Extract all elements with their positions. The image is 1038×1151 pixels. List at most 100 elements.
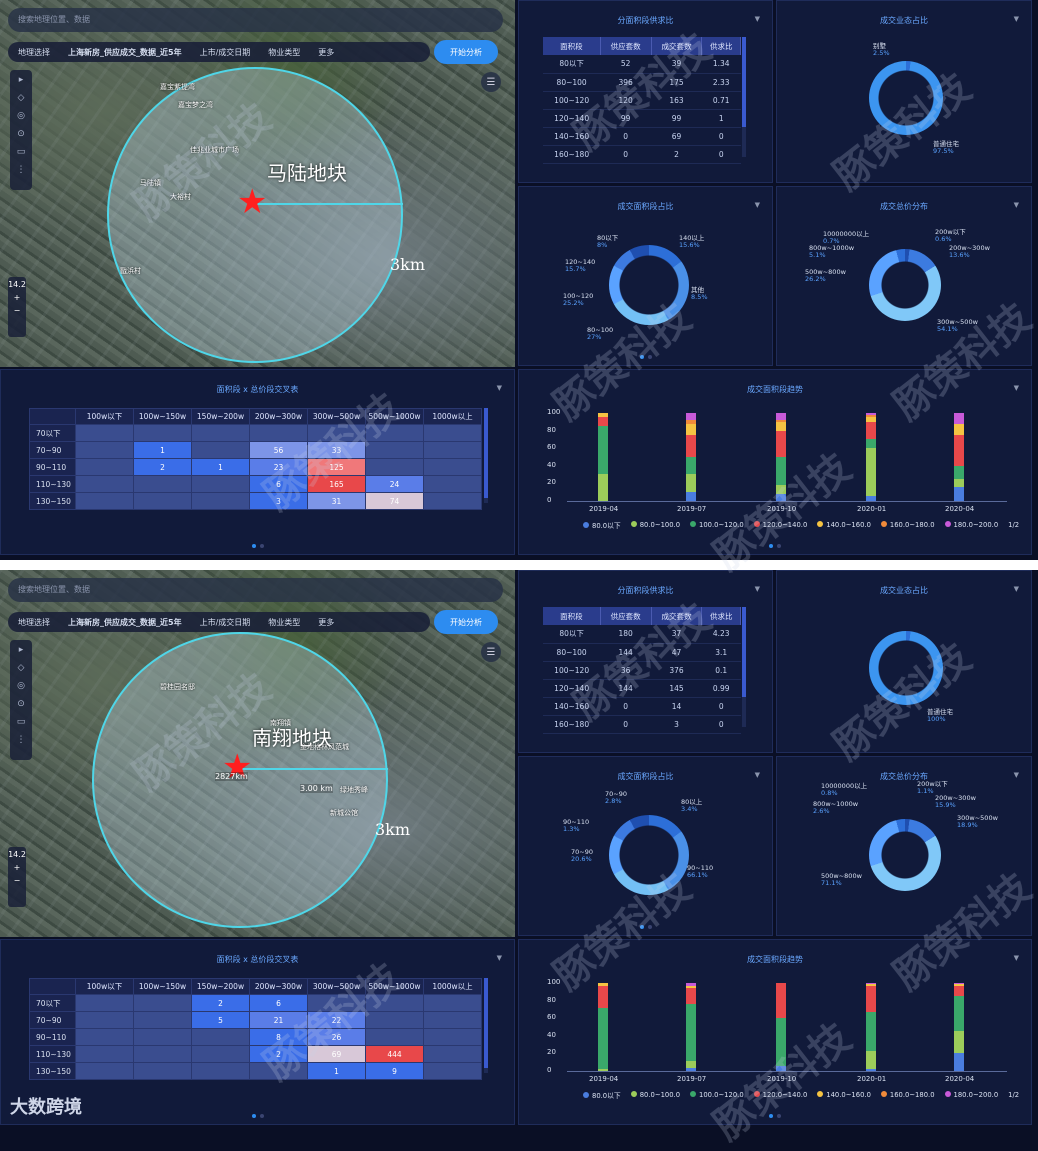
pager-dot[interactable] — [777, 1114, 781, 1118]
map-view[interactable]: 搜索地理位置、数据 地理选择 上海新房_供应成交_数据_近5年 上市/成交日期 物业类型… — [0, 0, 515, 367]
table-cell[interactable] — [423, 1011, 482, 1029]
legend-item[interactable]: 180.0~200.0 — [944, 1091, 998, 1099]
table-cell[interactable]: 24 — [365, 475, 424, 493]
table-header[interactable]: 供应套数 — [600, 37, 652, 55]
legend-item[interactable]: 120.0~140.0 — [753, 521, 807, 529]
table-cell[interactable]: 31 — [307, 492, 366, 510]
pager-dots[interactable] — [769, 544, 781, 548]
table-cell[interactable]: 1 — [191, 458, 250, 476]
toolbar-item[interactable]: 物业类型 — [268, 617, 301, 627]
zoom-out-icon[interactable]: − — [13, 876, 21, 885]
table-cell[interactable]: 125 — [307, 458, 366, 476]
pager-dot[interactable] — [639, 925, 644, 929]
column-header[interactable]: 500w~1000w — [365, 408, 424, 425]
table-cell[interactable]: 56 — [249, 441, 308, 459]
table-cell[interactable] — [75, 1062, 134, 1080]
table-cell[interactable] — [191, 1045, 250, 1063]
table-scrollbar[interactable] — [742, 607, 746, 727]
table-cell[interactable] — [133, 1011, 192, 1029]
table-cell[interactable] — [423, 492, 482, 510]
column-header[interactable]: 150w~200w — [191, 978, 250, 995]
legend-item[interactable]: 80.0以下 — [583, 1090, 621, 1100]
pager-dot[interactable] — [259, 544, 264, 548]
table-cell[interactable] — [307, 424, 366, 442]
table-cell[interactable] — [133, 1045, 192, 1063]
map-tool-icon[interactable]: ◎ — [17, 111, 25, 121]
panel-menu-icon[interactable]: ▼ — [754, 201, 760, 209]
table-cell[interactable]: 33 — [307, 441, 366, 459]
table-cell[interactable] — [191, 1062, 250, 1080]
table-cell[interactable] — [423, 458, 482, 476]
table-cell[interactable] — [75, 1045, 134, 1063]
zoom-out-icon[interactable]: − — [13, 306, 21, 315]
column-header[interactable]: 100w以下 — [75, 978, 134, 995]
table-cell[interactable] — [365, 458, 424, 476]
layers-icon[interactable]: ☰ — [481, 72, 501, 92]
table-cell[interactable] — [423, 1062, 482, 1080]
column-header[interactable]: 500w~1000w — [365, 978, 424, 995]
legend-pager[interactable]: 1/2 — [1008, 1091, 1020, 1099]
table-cell[interactable]: 2 — [191, 994, 250, 1012]
table-cell[interactable] — [423, 994, 482, 1012]
search-input[interactable]: 搜索地理位置、数据 — [8, 8, 503, 32]
table-cell[interactable] — [133, 475, 192, 493]
table-cell[interactable]: 26 — [307, 1028, 366, 1046]
table-header[interactable]: 面积段 — [543, 37, 601, 55]
table-cell[interactable]: 9 — [365, 1062, 424, 1080]
toolbar-item[interactable]: 更多 — [318, 617, 335, 627]
pager-dots[interactable] — [639, 925, 652, 929]
table-cell[interactable] — [423, 441, 482, 459]
legend-item[interactable]: 100.0~120.0 — [690, 1091, 744, 1099]
table-cell[interactable]: 5 — [191, 1011, 250, 1029]
table-cell[interactable] — [75, 1011, 134, 1029]
column-header[interactable]: 300w~500w — [307, 978, 366, 995]
legend-item[interactable]: 80.0以下 — [583, 520, 621, 530]
toolbar-item[interactable]: 地理选择 — [18, 47, 50, 57]
table-cell[interactable]: 1 — [133, 441, 192, 459]
table-cell[interactable] — [365, 994, 424, 1012]
legend-item[interactable]: 120.0~140.0 — [753, 1091, 807, 1099]
legend-item[interactable]: 100.0~120.0 — [690, 521, 744, 529]
pager-dot[interactable] — [769, 544, 773, 548]
pager-dot[interactable] — [647, 925, 652, 929]
zoom-in-icon[interactable]: + — [13, 293, 21, 302]
table-cell[interactable]: 3 — [249, 492, 308, 510]
panel-menu-icon[interactable]: ▼ — [754, 771, 760, 779]
table-cell[interactable] — [75, 424, 134, 442]
table-cell[interactable] — [423, 1028, 482, 1046]
table-cell[interactable]: 69 — [307, 1045, 366, 1063]
table-cell[interactable] — [423, 424, 482, 442]
toolbar-item[interactable]: 上海新房_供应成交_数据_近5年 — [68, 617, 182, 627]
panel-menu-icon[interactable]: ▼ — [496, 954, 502, 962]
table-scrollbar[interactable] — [742, 37, 746, 157]
table-header[interactable]: 供求比 — [701, 607, 741, 625]
panel-menu-icon[interactable]: ▼ — [754, 585, 760, 593]
map-tool-icon[interactable]: ▭ — [16, 717, 26, 727]
table-cell[interactable]: 21 — [249, 1011, 308, 1029]
start-analysis-button[interactable]: 开始分析 — [434, 40, 498, 64]
map-tool-icon[interactable]: ⋮ — [16, 735, 26, 745]
table-cell[interactable] — [191, 492, 250, 510]
table-scrollbar[interactable] — [484, 408, 488, 503]
pager-dots[interactable] — [639, 355, 652, 359]
table-cell[interactable] — [75, 994, 134, 1012]
column-header[interactable]: 1000w以上 — [423, 408, 482, 425]
toolbar-item[interactable]: 上海新房_供应成交_数据_近5年 — [68, 47, 182, 57]
map-tool-icon[interactable]: ▸ — [18, 645, 24, 655]
table-cell[interactable]: 6 — [249, 994, 308, 1012]
panel-menu-icon[interactable]: ▼ — [1013, 771, 1019, 779]
pager-dot[interactable] — [769, 1114, 773, 1118]
panel-menu-icon[interactable]: ▼ — [496, 384, 502, 392]
layers-icon[interactable]: ☰ — [481, 642, 501, 662]
pager-dot[interactable] — [639, 355, 644, 359]
pager-dots[interactable] — [251, 1114, 264, 1118]
table-cell[interactable] — [423, 1045, 482, 1063]
pager-dot[interactable] — [259, 1114, 264, 1118]
table-cell[interactable] — [75, 475, 134, 493]
panel-menu-icon[interactable]: ▼ — [1013, 384, 1019, 392]
column-header[interactable]: 1000w以上 — [423, 978, 482, 995]
table-cell[interactable] — [365, 1011, 424, 1029]
table-cell[interactable] — [423, 475, 482, 493]
table-cell[interactable] — [75, 441, 134, 459]
map-tool-icon[interactable]: ◇ — [17, 663, 25, 673]
